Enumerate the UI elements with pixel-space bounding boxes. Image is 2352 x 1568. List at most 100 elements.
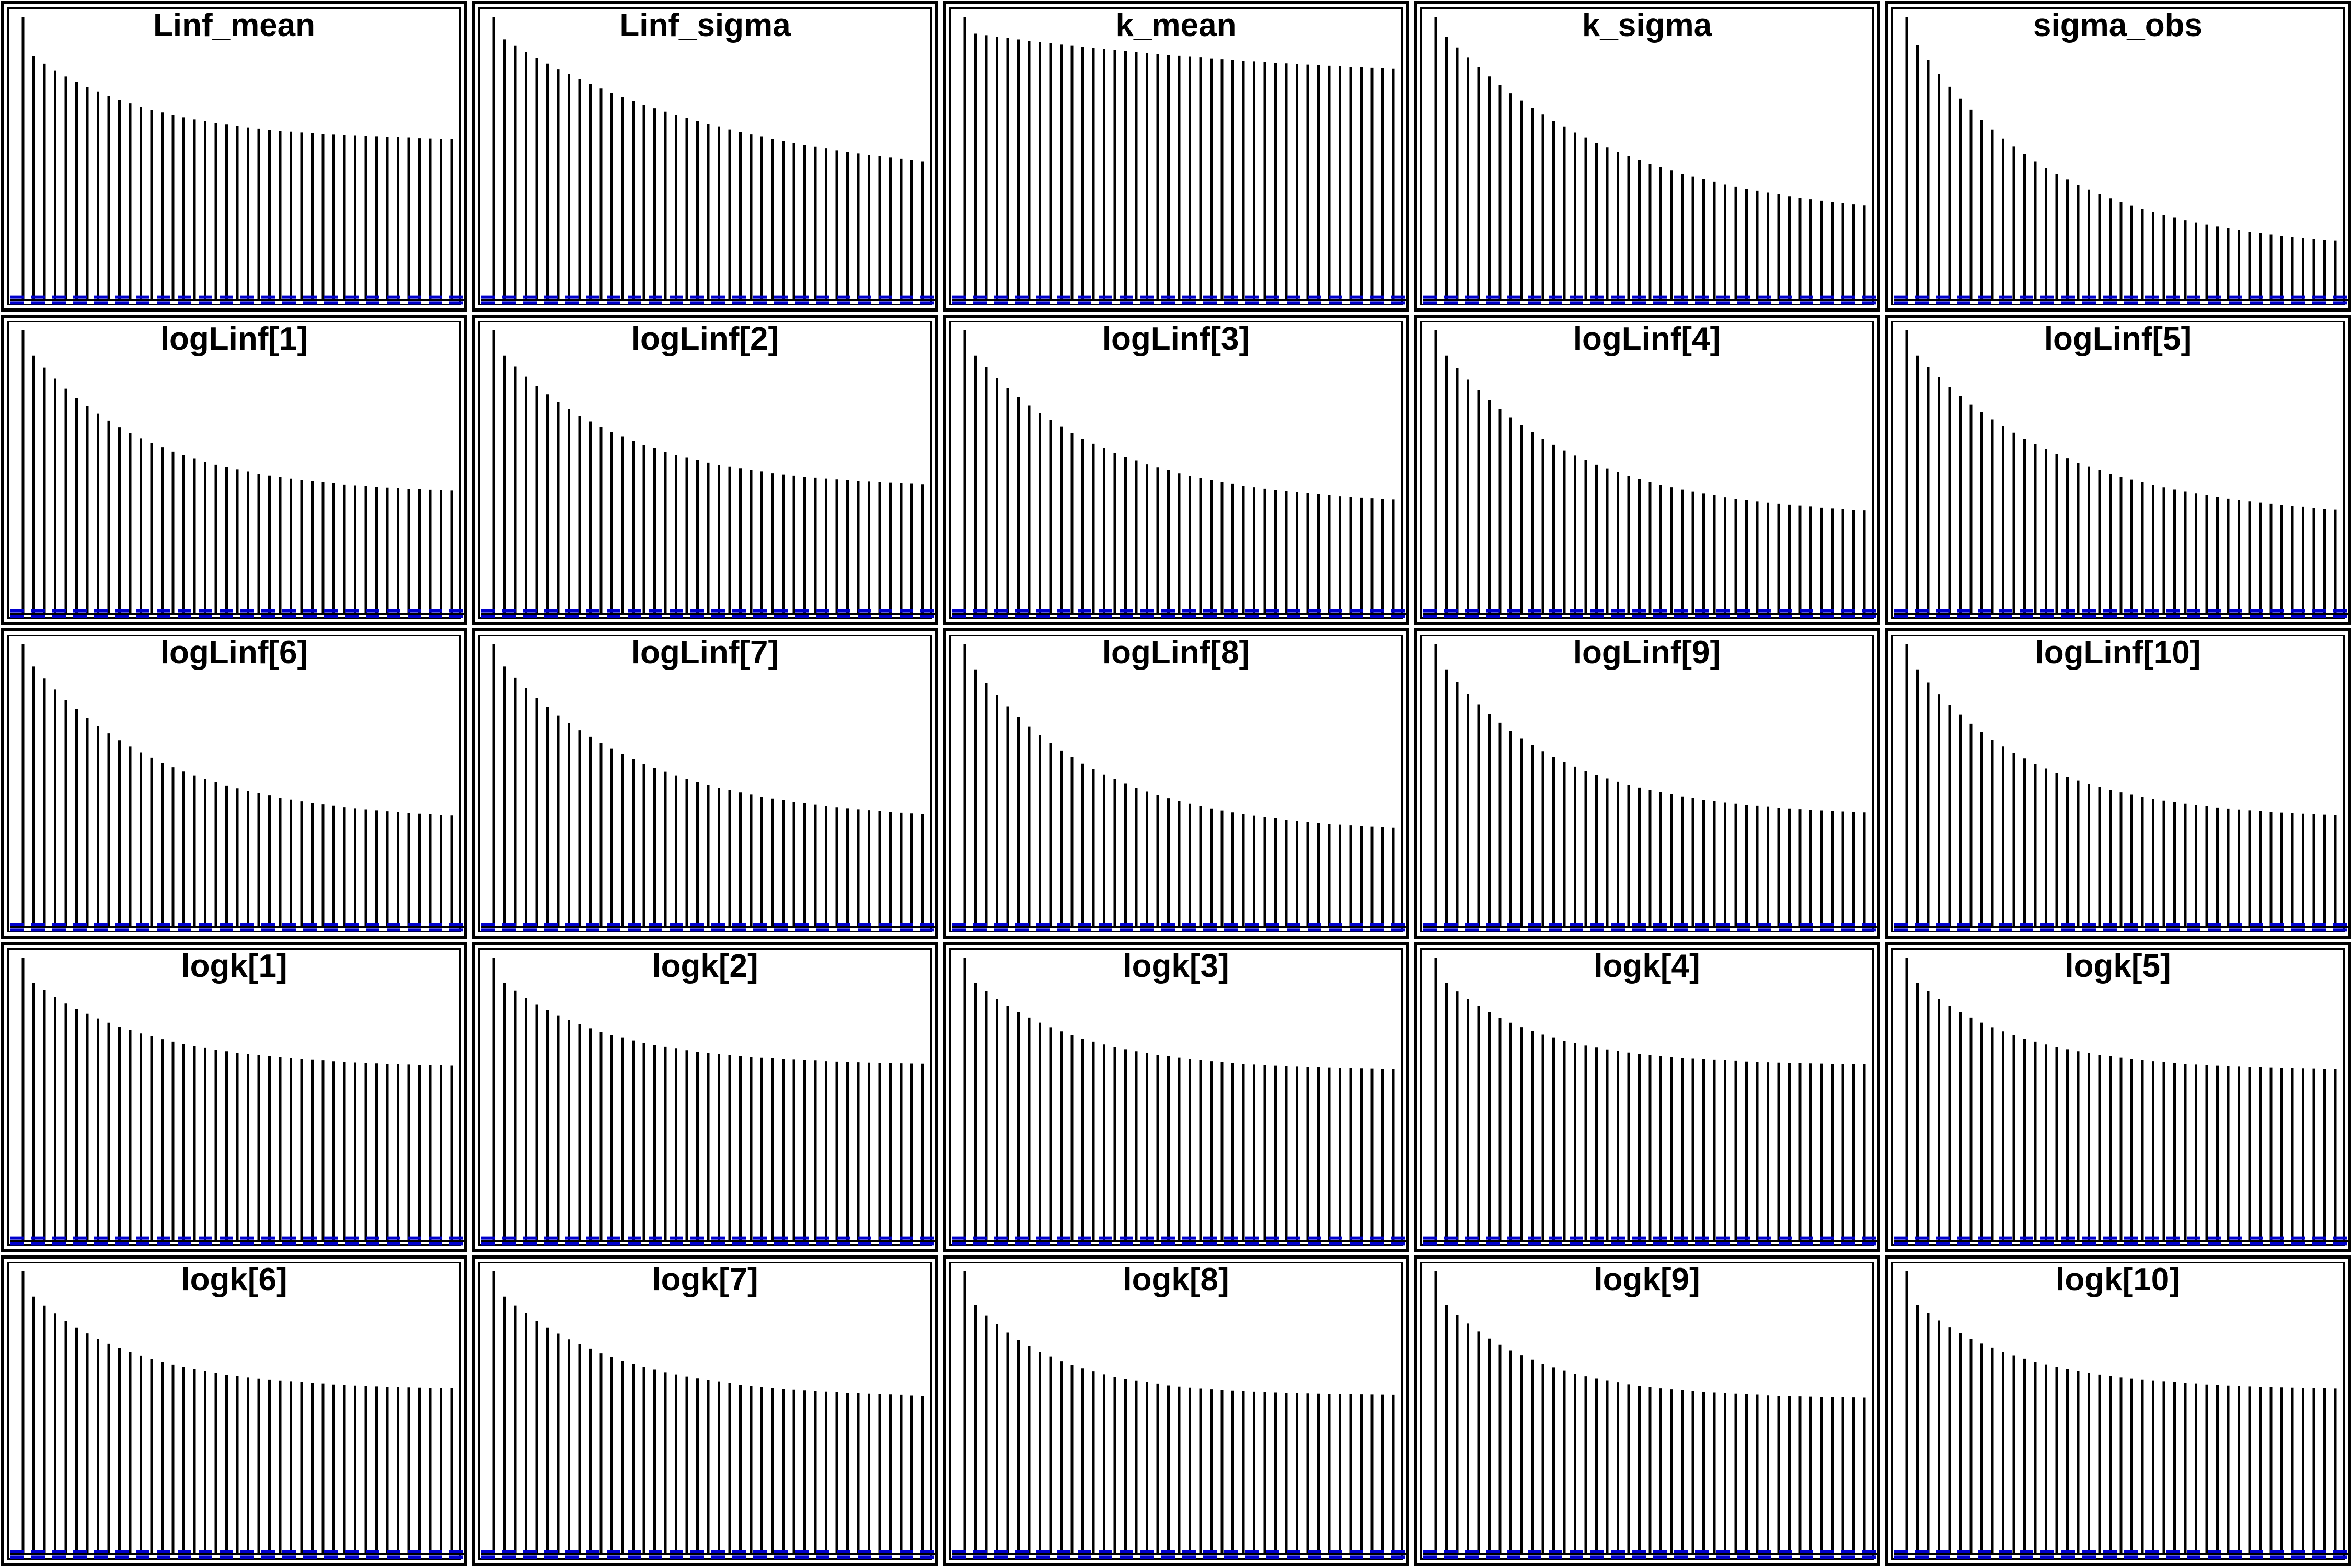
panel-title: logk[8] bbox=[1123, 1262, 1229, 1298]
plot-frame bbox=[7, 948, 461, 1246]
acf-chart bbox=[481, 644, 935, 932]
acf-chart bbox=[10, 330, 464, 618]
acf-chart bbox=[1894, 330, 2348, 618]
plot-frame bbox=[7, 635, 461, 932]
acf-panel: logk[5] bbox=[1885, 942, 2351, 1252]
panel-title: logLinf[4] bbox=[1573, 321, 1721, 357]
acf-panel: logk[1] bbox=[1, 942, 467, 1252]
plot-frame bbox=[7, 1262, 461, 1560]
acf-panel: logLinf[10] bbox=[1885, 628, 2351, 939]
acf-panel: logk[8] bbox=[943, 1255, 1409, 1566]
plot-frame bbox=[949, 7, 1403, 305]
panel-title: logLinf[3] bbox=[1102, 321, 1250, 357]
panel-title: sigma_obs bbox=[2033, 7, 2203, 43]
acf-panel: logk[7] bbox=[472, 1255, 938, 1566]
acf-panel: Linf_mean bbox=[1, 1, 467, 312]
plot-frame bbox=[7, 321, 461, 619]
acf-chart bbox=[481, 958, 935, 1246]
acf-chart bbox=[1894, 644, 2348, 932]
acf-chart bbox=[10, 958, 464, 1246]
panel-title: Linf_mean bbox=[153, 7, 316, 43]
plot-frame bbox=[1420, 321, 1874, 619]
acf-panel: logLinf[2] bbox=[472, 315, 938, 625]
plot-frame bbox=[1891, 1262, 2345, 1560]
acf-chart bbox=[1423, 17, 1877, 305]
acf-chart bbox=[952, 1271, 1406, 1559]
acf-chart bbox=[952, 330, 1406, 618]
panel-title: logLinf[2] bbox=[631, 321, 779, 357]
acf-panel: logLinf[3] bbox=[943, 315, 1409, 625]
plot-frame bbox=[1420, 635, 1874, 932]
panel-title: logLinf[7] bbox=[631, 635, 779, 671]
acf-panel: logLinf[1] bbox=[1, 315, 467, 625]
plot-frame bbox=[949, 1262, 1403, 1560]
acf-panel: logLinf[9] bbox=[1414, 628, 1880, 939]
panel-title: logk[6] bbox=[181, 1262, 287, 1298]
panel-title: logk[2] bbox=[652, 948, 758, 984]
plot-frame bbox=[7, 7, 461, 305]
plot-frame bbox=[1891, 948, 2345, 1246]
acf-chart bbox=[1894, 17, 2348, 305]
plot-frame bbox=[1891, 7, 2345, 305]
panel-title: logk[9] bbox=[1594, 1262, 1700, 1298]
acf-chart bbox=[1894, 958, 2348, 1246]
panel-title: logk[10] bbox=[2056, 1262, 2180, 1298]
acf-chart bbox=[481, 330, 935, 618]
acf-panel: logk[3] bbox=[943, 942, 1409, 1252]
acf-chart bbox=[1423, 644, 1877, 932]
acf-chart bbox=[10, 1271, 464, 1559]
plot-frame bbox=[949, 321, 1403, 619]
acf-chart bbox=[1423, 1271, 1877, 1559]
panel-title: Linf_sigma bbox=[619, 7, 791, 43]
plot-frame bbox=[949, 948, 1403, 1246]
acf-panel: Linf_sigma bbox=[472, 1, 938, 312]
panel-title: logk[5] bbox=[2065, 948, 2171, 984]
acf-panel: k_mean bbox=[943, 1, 1409, 312]
acf-panel: logLinf[8] bbox=[943, 628, 1409, 939]
acf-chart bbox=[1894, 1271, 2348, 1559]
plot-frame bbox=[478, 321, 932, 619]
panel-title: logk[3] bbox=[1123, 948, 1229, 984]
acf-panel: sigma_obs bbox=[1885, 1, 2351, 312]
acf-panel: k_sigma bbox=[1414, 1, 1880, 312]
acf-chart bbox=[10, 644, 464, 932]
acf-panel: logk[2] bbox=[472, 942, 938, 1252]
plot-frame bbox=[478, 948, 932, 1246]
plot-frame bbox=[1420, 948, 1874, 1246]
panel-title: logLinf[1] bbox=[160, 321, 308, 357]
acf-chart bbox=[952, 644, 1406, 932]
acf-chart bbox=[481, 17, 935, 305]
panel-title: k_mean bbox=[1115, 7, 1237, 43]
plot-frame bbox=[478, 7, 932, 305]
acf-chart bbox=[481, 1271, 935, 1559]
acf-chart bbox=[1423, 958, 1877, 1246]
acf-chart bbox=[1423, 330, 1877, 618]
panel-title: k_sigma bbox=[1582, 7, 1712, 43]
acf-panel: logk[10] bbox=[1885, 1255, 2351, 1566]
acf-panel: logk[4] bbox=[1414, 942, 1880, 1252]
plot-frame bbox=[1891, 321, 2345, 619]
acf-panel: logLinf[4] bbox=[1414, 315, 1880, 625]
panel-title: logk[4] bbox=[1594, 948, 1700, 984]
plot-frame bbox=[1420, 1262, 1874, 1560]
panel-title: logLinf[8] bbox=[1102, 635, 1250, 671]
acf-panel: logLinf[6] bbox=[1, 628, 467, 939]
panel-title: logLinf[10] bbox=[2035, 635, 2201, 671]
acf-panel: logLinf[7] bbox=[472, 628, 938, 939]
plot-frame bbox=[478, 1262, 932, 1560]
panel-title: logLinf[9] bbox=[1573, 635, 1721, 671]
plot-frame bbox=[478, 635, 932, 932]
plot-frame bbox=[1420, 7, 1874, 305]
acf-chart bbox=[952, 958, 1406, 1246]
acf-panel: logLinf[5] bbox=[1885, 315, 2351, 625]
plot-frame bbox=[1891, 635, 2345, 932]
acf-chart bbox=[10, 17, 464, 305]
panel-title: logk[1] bbox=[181, 948, 287, 984]
panel-title: logLinf[5] bbox=[2044, 321, 2192, 357]
acf-chart bbox=[952, 17, 1406, 305]
panel-title: logLinf[6] bbox=[160, 635, 308, 671]
acf-panel: logk[6] bbox=[1, 1255, 467, 1566]
plot-frame bbox=[949, 635, 1403, 932]
panel-title: logk[7] bbox=[652, 1262, 758, 1298]
